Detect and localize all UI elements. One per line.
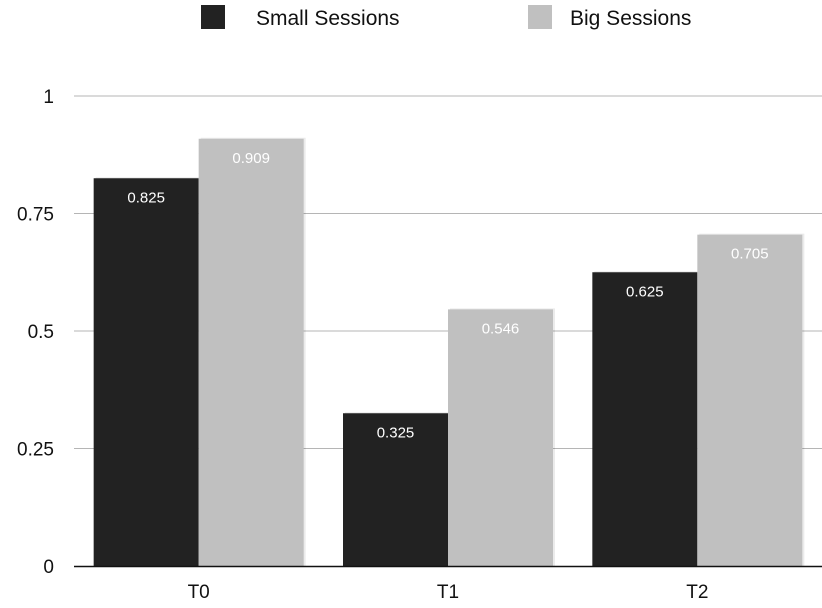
bars [93,137,805,566]
y-tick-label: 0 [43,557,54,578]
legend-label: Big Sessions [570,7,691,30]
legend-label: Small Sessions [256,7,400,30]
y-tick-label: 0.75 [17,205,54,226]
y-tick-label: 0.25 [17,440,54,461]
legend-swatch-big-sessions [528,5,552,29]
data-label: 0.546 [482,320,520,337]
data-label: 0.625 [626,283,664,300]
data-label: 0.705 [731,246,769,263]
x-tick-label: T2 [686,582,708,603]
bar-t0-big-sessions [198,138,304,566]
legend: Small Sessions Big Sessions [201,5,691,30]
data-label: 0.909 [232,150,270,167]
bar-t2-small-sessions [592,272,698,566]
bar-t2-big-sessions [697,234,803,566]
data-label: 0.325 [377,424,415,441]
bar-t0-small-sessions [93,178,199,566]
y-tick-label: 0.5 [28,322,54,343]
bar-t1-big-sessions [448,309,553,566]
y-tick-label: 1 [43,87,54,108]
data-labels: 0.825 0.909 0.325 0.546 0.625 0.705 [127,150,768,441]
data-label: 0.825 [127,189,165,206]
x-tick-label: T0 [188,582,210,603]
y-axis-tick-labels: 0 0.25 0.5 0.75 1 [17,87,54,578]
bar-t1-small-sessions [343,413,448,566]
x-tick-label: T1 [437,582,459,603]
legend-swatch-small-sessions [201,5,225,29]
x-axis: T0 T1 T2 [74,565,822,603]
